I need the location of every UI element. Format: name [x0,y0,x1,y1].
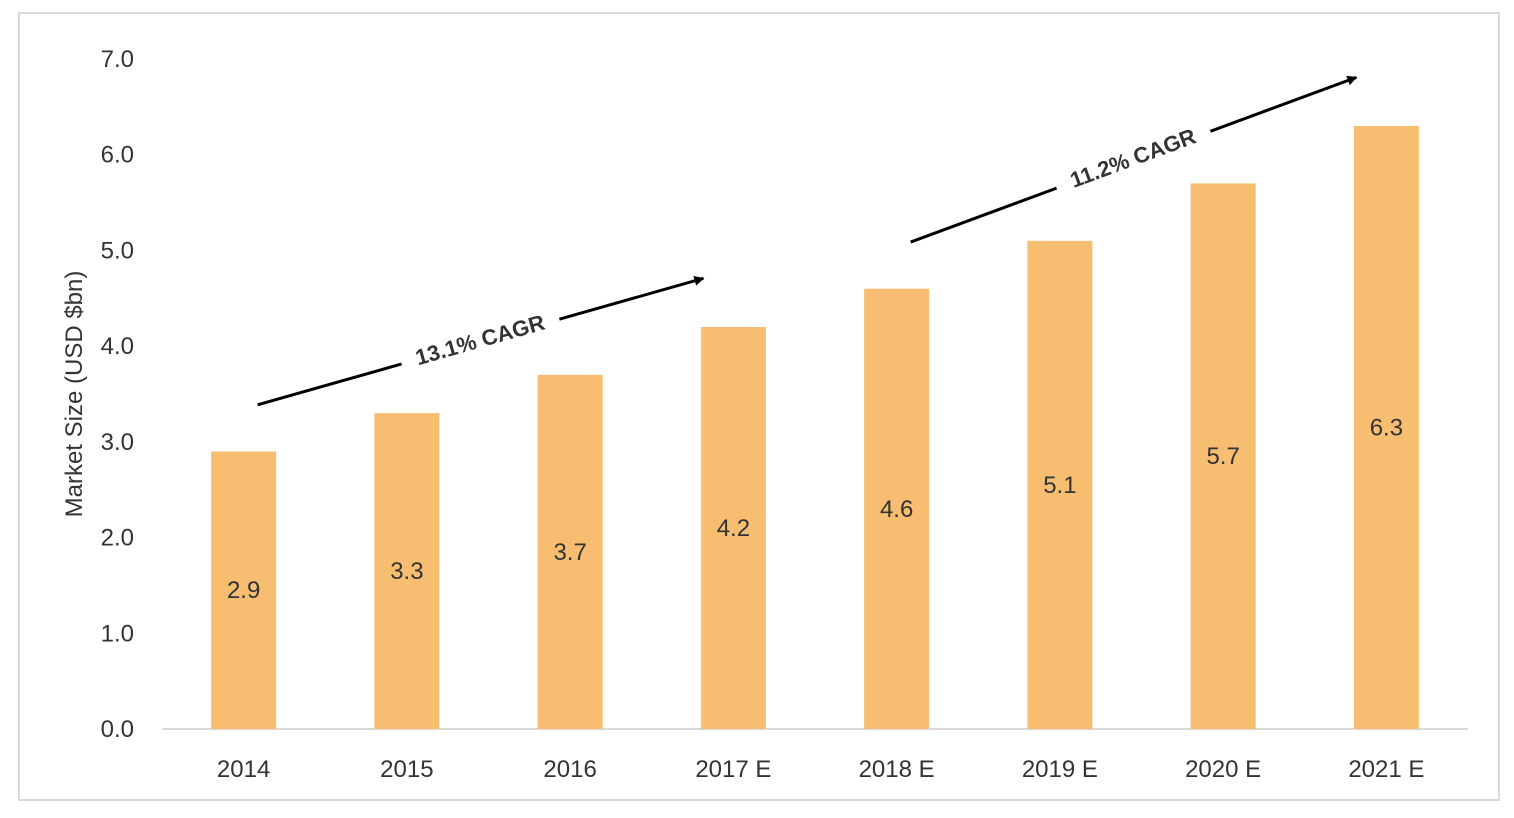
bar-data-label: 5.7 [1206,443,1239,470]
y-axis-ticks: 0.0 1.0 2.0 3.0 4.0 5.0 6.0 7.0 [101,46,134,743]
y-tick-label: 6.0 [101,142,134,169]
bar-data-label: 5.1 [1043,472,1076,499]
y-axis-title-group: Market Size (USD $bn) [61,271,88,518]
bar-2014 [211,451,277,729]
cagr-annotation: 11.2% CAGR [910,75,1358,244]
x-axis-ticks: 2014 2015 2016 2017 E 2018 E 2019 E 2020 E 2021… [217,756,1424,783]
bar-data-label: 4.2 [717,515,750,542]
cagr-label: 11.2% CAGR [1067,123,1200,192]
y-tick-label: 4.0 [101,333,134,360]
bar-2021-e [1353,126,1419,729]
bar-data-label: 6.3 [1370,415,1403,442]
y-tick-label: 3.0 [101,429,134,456]
y-axis-title: Market Size (USD $bn) [61,271,88,518]
x-tick-label: 2019 E [1022,756,1098,783]
bar-2016 [537,374,603,729]
bar-2015 [374,413,440,729]
x-tick-label: 2015 [380,756,433,783]
bar-data-label: 3.7 [553,539,586,566]
bar-2020-e [1190,183,1256,729]
x-tick-label: 2021 E [1348,756,1424,783]
bars [211,126,1419,729]
bar-2018-e [864,288,930,729]
bar-2017-e [700,327,766,729]
cagr-arrow-head [558,276,705,321]
bar-data-labels: 2.9 3.3 3.7 4.2 4.6 5.1 5.7 6.3 [227,415,1403,605]
cagr-annotation: 13.1% CAGR [257,276,705,407]
x-tick-label: 2016 [543,756,596,783]
bar-2019-e [1027,240,1093,729]
x-tick-label: 2017 E [695,756,771,783]
cagr-arrow-head [1209,75,1358,133]
cagr-arrow-tail [910,186,1058,244]
y-tick-label: 2.0 [101,525,134,552]
bar-data-label: 4.6 [880,496,913,523]
x-tick-label: 2014 [217,756,270,783]
cagr-arrow-tail [257,362,403,407]
cagr-label: 13.1% CAGR [413,310,548,370]
bar-data-label: 3.3 [390,558,423,585]
y-tick-label: 7.0 [101,46,134,73]
y-tick-label: 1.0 [101,620,134,647]
y-tick-label: 0.0 [101,716,134,743]
bar-data-label: 2.9 [227,577,260,604]
x-tick-label: 2020 E [1185,756,1261,783]
y-tick-label: 5.0 [101,237,134,264]
x-tick-label: 2018 E [859,756,935,783]
